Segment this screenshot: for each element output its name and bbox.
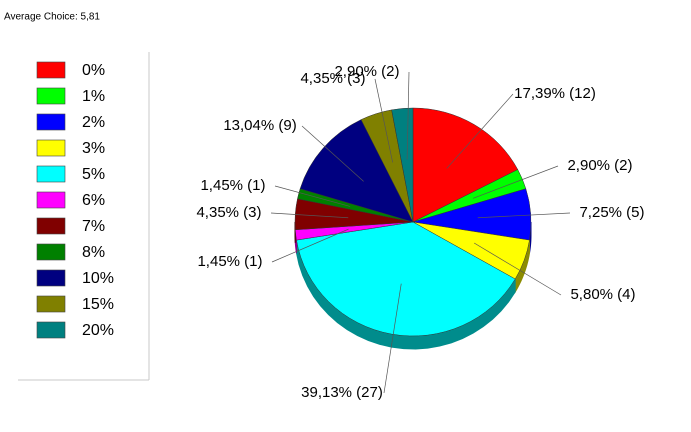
leader-line [271,228,349,263]
legend-swatch [36,139,66,157]
data-label: 7,25% (5) [579,204,644,221]
data-label: 2,90% (2) [567,157,632,174]
legend-label: 10% [82,270,114,287]
leader-line [472,165,559,199]
data-label: 17,39% (12) [514,85,596,102]
slice [412,107,519,223]
legend-label: 3% [82,140,105,157]
legend-label: 5% [82,166,105,183]
legend-swatch [36,87,66,105]
leader-line [374,78,393,163]
leader-line [446,93,514,169]
leader-line [406,71,410,160]
legend-label: 15% [82,296,114,313]
legend-label: 20% [82,322,114,339]
data-label: 5,80% (4) [570,286,635,303]
data-label: 39,13% (27) [301,384,383,401]
data-label: 13,04% (9) [223,117,296,134]
data-label: 1,45% (1) [200,177,265,194]
data-label: 4,35% (3) [196,204,261,221]
leader-line [274,185,351,207]
leader-line [270,212,349,219]
legend-swatch [36,295,66,313]
legend-label: 7% [82,218,105,235]
legend-label: 6% [82,192,105,209]
chart-title: Average Choice: 5,81 [4,12,100,23]
data-label: 4,35% (3) [300,70,365,87]
leader-line [473,242,562,296]
legend-label: 1% [82,88,105,105]
data-label: 2,90% (2) [334,63,399,80]
legend-label: 0% [82,62,105,79]
legend-swatch [36,165,66,183]
legend-label: 8% [82,244,105,261]
legend-swatch [36,217,66,235]
slice [299,119,414,223]
leader-line [477,212,571,219]
legend-swatch [36,191,66,209]
legend-swatch [36,113,66,131]
data-label: 1,45% (1) [197,253,262,270]
legend-swatch [36,269,66,287]
legend-swatch [36,243,66,261]
slice [296,221,516,337]
legend-swatch [36,61,66,79]
legend-label: 2% [82,114,105,131]
leader-line [383,283,402,394]
leader-line [301,125,364,182]
legend-swatch [36,321,66,339]
